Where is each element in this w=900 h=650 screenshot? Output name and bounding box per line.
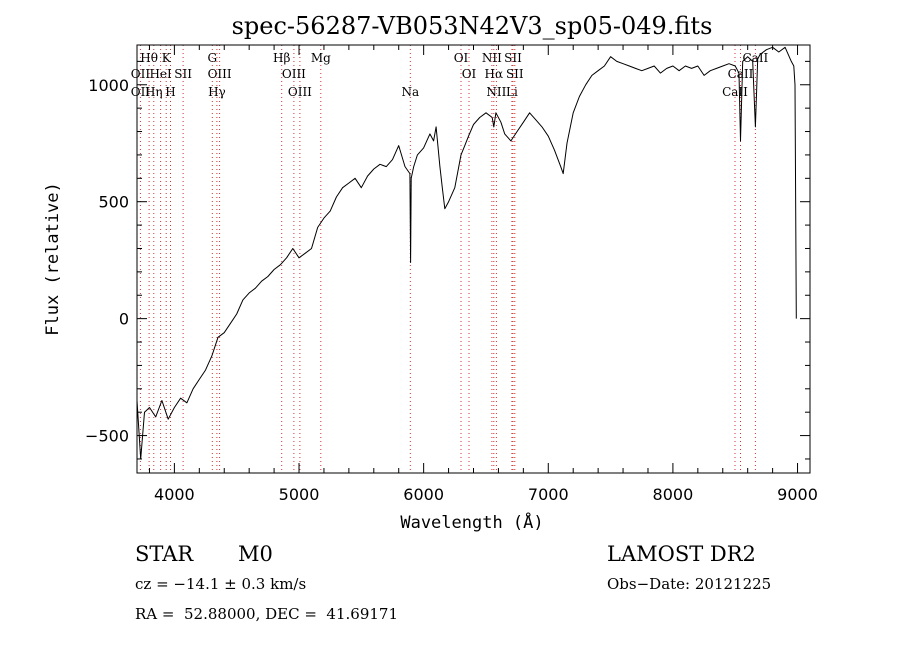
spectrum-series-line (136, 46, 797, 460)
x-tick-label: 8000 (653, 485, 694, 504)
y-axis-ticks: −500 0 500 1000 (85, 60, 810, 460)
spectral-line-label: NII (486, 85, 506, 99)
spectral-line-label: OIII (208, 67, 232, 81)
x-axis-label: Wavelength (Å) (400, 511, 543, 533)
x-tick-label: 7000 (528, 485, 569, 504)
x-axis-ticks: 4000 5000 6000 7000 8000 9000 (148, 45, 818, 504)
spectral-line-label: CaII (742, 51, 768, 65)
spectral-line-label: OIII (282, 67, 306, 81)
chart-title: spec-56287-VB053N42V3_sp05-049.fits (232, 12, 713, 40)
object-subclass: M0 (238, 542, 273, 566)
y-tick-label: 1000 (88, 76, 129, 95)
coordinates-readout: RA = 52.88000, DEC = 41.69171 (135, 605, 399, 623)
spectral-line-label: OI (454, 51, 469, 65)
spectral-line-label: OII (131, 85, 151, 99)
x-tick-label: 9000 (777, 485, 818, 504)
spectral-line-label: SII (506, 67, 524, 81)
x-tick-label: 6000 (403, 485, 444, 504)
y-axis-label: Flux (relative) (43, 182, 63, 336)
spectral-line-label: SII (504, 51, 522, 65)
spectral-line-label: K (162, 51, 172, 65)
spectral-line-label: H (165, 85, 175, 99)
x-tick-label: 5000 (279, 485, 320, 504)
object-class: STAR (135, 542, 194, 566)
spectral-line-label: Hβ (273, 51, 290, 65)
spectral-line-label: CaII (722, 85, 748, 99)
spectral-line-label: Hγ (208, 85, 226, 99)
y-tick-label: 0 (119, 310, 129, 329)
spectral-line-label: SII (174, 67, 192, 81)
spectral-line-label: NII (482, 51, 502, 65)
y-tick-label: 500 (98, 193, 129, 212)
x-tick-label: 4000 (154, 485, 195, 504)
y-tick-label: −500 (85, 427, 129, 446)
spectral-line-label: OIII (288, 85, 312, 99)
spectral-line-label: Na (401, 85, 419, 99)
spectral-line-label: Mg (311, 51, 331, 65)
redshift-readout: cz = −14.1 ± 0.3 km/s (135, 575, 307, 593)
spectral-line-label: Hη (145, 85, 163, 99)
spectral-line-label: Hθ (140, 51, 158, 65)
spectral-line-markers (139, 45, 756, 473)
spectral-line-label: G (208, 51, 218, 65)
spectral-line-label: HeI (149, 67, 172, 81)
spectral-line-label: OII (131, 67, 151, 81)
plot-frame (136, 44, 811, 474)
spectral-line-label: Hα (485, 67, 504, 81)
survey-name: LAMOST DR2 (607, 542, 756, 566)
spectral-line-label: OI (462, 67, 477, 81)
observation-date: Obs−Date: 20121225 (607, 575, 772, 593)
spectral-line-label: CaII (728, 67, 754, 81)
spectral-line-label: Li (506, 85, 518, 99)
